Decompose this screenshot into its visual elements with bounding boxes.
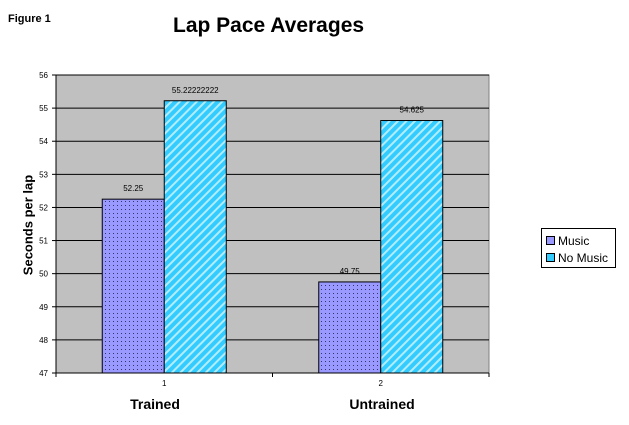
y-tick-label: 54 [39,137,48,146]
y-tick-label: 48 [39,336,48,345]
y-tick-label: 56 [39,71,48,80]
legend: Music No Music [541,228,616,268]
y-tick-label: 49 [39,303,48,312]
figure-label: Figure 1 [8,13,51,25]
y-tick-label: 51 [39,237,48,246]
category-label-untrained: Untrained [349,396,415,412]
legend-item-music: Music [546,232,615,249]
legend-swatch-music [546,236,555,245]
x-tick-label: 2 [379,379,384,388]
y-tick-label: 50 [39,270,48,279]
x-tick-label: 1 [162,379,167,388]
category-label-trained: Trained [130,396,180,412]
bar-music [318,281,382,374]
data-label-no-music: 54.625 [400,106,425,115]
bar-no-music [163,100,227,374]
chart-title: Lap Pace Averages [173,14,365,37]
bar-no-music [380,120,444,374]
data-label-music: 52.25 [123,184,144,193]
y-tick-label: 47 [39,369,48,378]
data-label-no-music: 55.22222222 [172,86,219,95]
legend-item-no-music: No Music [546,249,615,266]
legend-swatch-no-music [546,253,555,262]
bar-music [101,198,165,374]
y-tick-label: 53 [39,170,48,179]
legend-label-no-music: No Music [558,250,609,265]
y-tick-label: 52 [39,203,48,212]
y-tick-label: 55 [39,104,48,113]
legend-label-music: Music [558,233,590,248]
data-label-music: 49.75 [340,267,361,276]
